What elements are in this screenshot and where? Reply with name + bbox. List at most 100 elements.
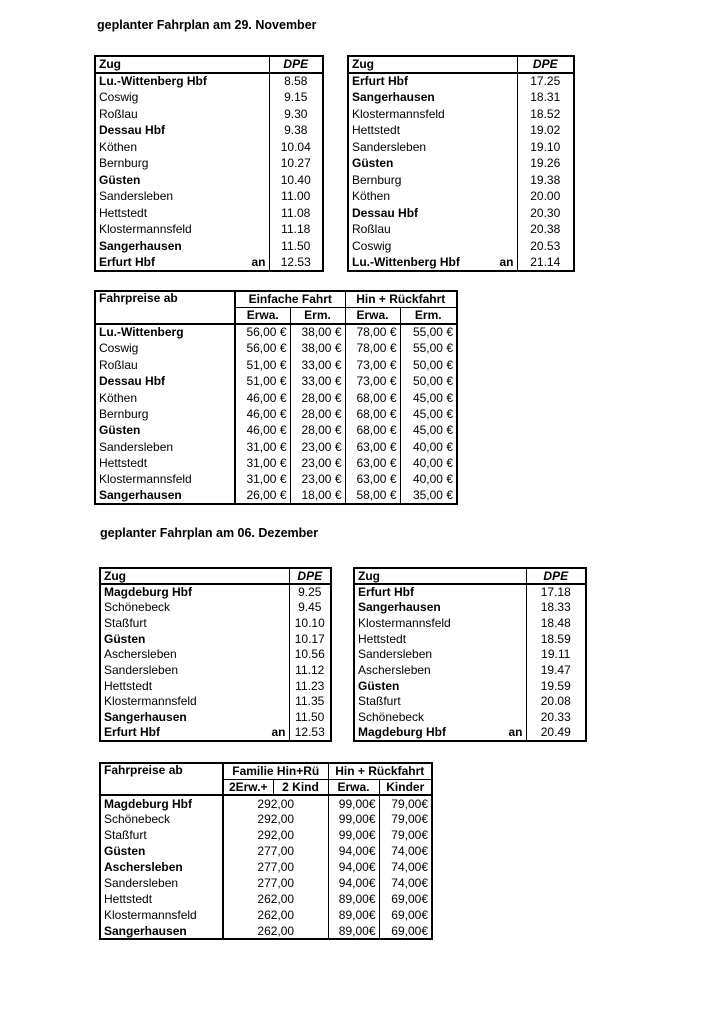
price-cell: 51,00 €	[234, 356, 290, 373]
time-cell: 19.10	[516, 138, 574, 155]
station-name: Sangerhausen	[104, 710, 187, 725]
station-name: Coswig	[352, 238, 392, 253]
fare-row: Sangerhausen 26,00 €18,00 €58,00 €35,00 €	[94, 487, 457, 505]
fare-row: Dessau Hbf 51,00 €33,00 €73,00 €50,00 €	[94, 372, 457, 390]
time-cell: 11.12	[288, 662, 331, 678]
fare-row: Sandersleben 31,00 €23,00 €63,00 €40,00 €	[94, 438, 457, 455]
station-name: Hettstedt	[104, 678, 153, 693]
price-cell: 45,00 €	[399, 405, 457, 423]
station-name: Sandersleben	[352, 139, 427, 154]
schedule-row: Staßfurt 10.10	[100, 615, 331, 631]
price-cell: 99,00€	[327, 795, 379, 811]
fare-row: Köthen 46,00 €28,00 €68,00 €45,00 €	[94, 389, 457, 406]
schedule-row: Klostermannsfeld 11.18	[95, 221, 323, 238]
price-cell: 69,00€	[378, 907, 432, 923]
schedule-row: Hettstedt 11.08	[95, 204, 323, 221]
price-cell: 277,00	[222, 859, 328, 875]
station-cell: an Erfurt Hbf	[95, 254, 269, 271]
station-cell: Hettstedt	[99, 891, 224, 907]
time-cell: 9.38	[268, 122, 323, 139]
station-name: Sandersleben	[99, 189, 174, 204]
station-name: Sandersleben	[104, 662, 179, 677]
price-cell: 78,00 €	[344, 323, 400, 341]
price-cell: 28,00 €	[289, 389, 345, 406]
price-cell: 292,00	[222, 795, 328, 811]
price-cell: 94,00€	[327, 875, 379, 891]
station-cell: an Erfurt Hbf	[100, 725, 289, 741]
schedule-row: Güsten 10.17	[100, 630, 331, 647]
price-cell: 40,00 €	[399, 438, 457, 455]
station-cell: Güsten	[100, 631, 289, 647]
station-name: Köthen	[352, 189, 391, 204]
station-cell: Roßlau	[94, 356, 236, 373]
schedule-row: an Lu.-Wittenberg Hbf 21.14	[348, 254, 574, 271]
station-name: Aschersleben	[104, 647, 177, 662]
price-cell: 277,00	[222, 875, 328, 891]
time-cell: 20.49	[525, 724, 586, 741]
station-cell: Schönebeck	[100, 599, 289, 615]
station-cell: Lu.-Wittenberg Hbf	[95, 73, 269, 90]
fare-row: Lu.-Wittenberg 56,00 €38,00 €78,00 €55,00…	[94, 323, 457, 341]
price-cell: 63,00 €	[344, 438, 400, 455]
price-cell: 79,00€	[378, 811, 432, 827]
fare-row: Klostermannsfeld 262,00 89,00€ 69,00€	[99, 907, 432, 923]
station-name: Güsten	[358, 678, 400, 693]
section-title: geplanter Fahrplan am 29. November	[97, 18, 317, 32]
fare-row: Hettstedt 31,00 €23,00 €63,00 €40,00 €	[94, 454, 457, 472]
schedule-row: an Magdeburg Hbf 20.49	[354, 724, 586, 741]
price-cell: 69,00€	[378, 923, 432, 939]
station-cell: Roßlau	[348, 221, 517, 238]
subheader-cell: Erm.	[289, 307, 345, 325]
price-cell: 40,00 €	[399, 454, 457, 472]
schedule-row: Bernburg 19.38	[348, 171, 574, 188]
time-cell: 18.59	[525, 630, 586, 647]
section-title: geplanter Fahrplan am 06. Dezember	[100, 526, 319, 540]
price-cell: 262,00	[222, 923, 328, 939]
time-cell: 10.17	[288, 630, 331, 647]
fare-row: Staßfurt 292,00 99,00€ 79,00€	[99, 827, 432, 843]
price-cell: 50,00 €	[399, 356, 457, 373]
fare-table: Fahrpreise ab Familie Hin+Rü Hin + Rückfah…	[99, 762, 433, 940]
price-cell: 79,00€	[378, 795, 432, 811]
schedule-row: Magdeburg Hbf 9.25	[100, 583, 331, 600]
price-cell: 45,00 €	[399, 389, 457, 406]
station-cell: Sandersleben	[348, 139, 517, 156]
schedule-row: Coswig 20.53	[348, 237, 574, 254]
station-cell: Klostermannsfeld	[94, 471, 236, 488]
station-cell: an Magdeburg Hbf	[354, 725, 526, 741]
schedule-row: Hettstedt 11.23	[100, 677, 331, 694]
header-cell: Einfache Fahrt	[234, 291, 345, 308]
schedule-table: Zug DPE Magdeburg Hbf 9.25 Schönebeck 9.45 Sta…	[99, 567, 332, 742]
station-cell: Schönebeck	[354, 709, 526, 725]
price-cell: 99,00€	[327, 827, 379, 843]
price-cell: 69,00€	[378, 891, 432, 907]
time-cell: 11.08	[268, 204, 323, 221]
price-cell: 26,00 €	[234, 487, 290, 505]
time-cell: 17.25	[516, 72, 574, 89]
time-cell: 19.26	[516, 155, 574, 172]
station-name: Erfurt Hbf	[352, 74, 408, 89]
subheader-row: Erwa. Erm. Erwa. Erm.	[95, 307, 457, 325]
time-cell: 19.38	[516, 171, 574, 188]
schedule-row: Klostermannsfeld 18.48	[354, 615, 586, 631]
station-name: Lu.-Wittenberg Hbf	[99, 74, 207, 89]
header-cell: DPE	[525, 568, 586, 585]
schedule-row: Lu.-Wittenberg Hbf 8.58	[95, 72, 323, 90]
station-name: Erfurt Hbf	[358, 585, 414, 600]
price-cell: 63,00 €	[344, 471, 400, 488]
header-cell: Hin + Rückfahrt	[344, 291, 457, 308]
price-cell: 46,00 €	[234, 389, 290, 406]
schedule-row: Staßfurt 20.08	[354, 693, 586, 710]
station-cell: Lu.-Wittenberg	[94, 323, 236, 341]
station-cell: Sandersleben	[99, 875, 224, 891]
station-cell: Sangerhausen	[99, 923, 224, 939]
header-cell: Zug	[100, 568, 289, 585]
subheader-cell: Erwa.	[344, 307, 400, 325]
schedule-row: Sangerhausen 11.50	[95, 237, 323, 254]
station-cell: Coswig	[95, 89, 269, 106]
fare-row: Schönebeck 292,00 99,00€ 79,00€	[99, 811, 432, 827]
schedule-row: Güsten 19.59	[354, 677, 586, 694]
station-name: Coswig	[99, 90, 139, 105]
station-name: Dessau Hbf	[352, 205, 419, 220]
